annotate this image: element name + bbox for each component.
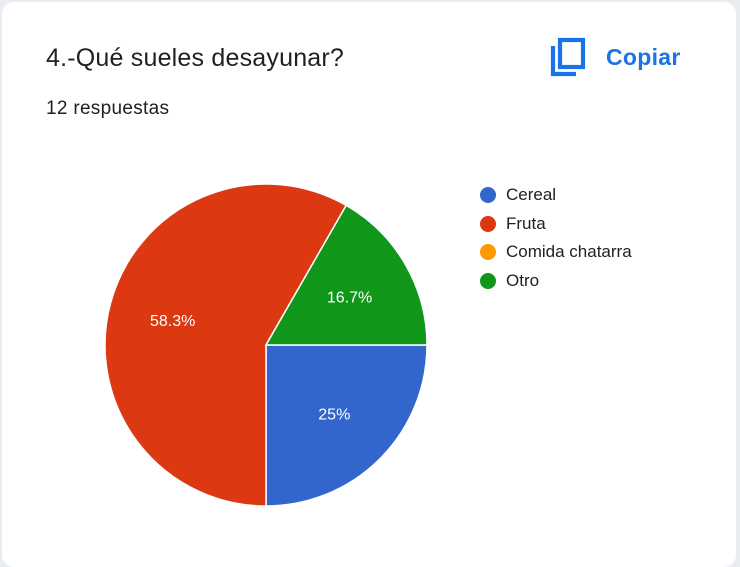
question-title: 4.-Qué sueles desayunar? bbox=[46, 44, 345, 72]
chart-legend: Cereal Fruta Comida chatarra Otro bbox=[480, 181, 632, 295]
legend-item-otro[interactable]: Otro bbox=[480, 267, 632, 296]
legend-item-cereal[interactable]: Cereal bbox=[480, 181, 632, 210]
pie-slice-fruta[interactable] bbox=[104, 183, 348, 507]
legend-label: Otro bbox=[506, 270, 540, 290]
legend-label: Fruta bbox=[506, 213, 546, 233]
copy-chart-button[interactable]: Copiar bbox=[550, 34, 681, 80]
legend-label: Cereal bbox=[506, 185, 557, 205]
legend-swatch bbox=[480, 215, 496, 232]
data-label-cereal: 25% bbox=[318, 406, 350, 423]
legend-label: Comida chatarra bbox=[506, 242, 632, 262]
legend-item-comida-chatarra[interactable]: Comida chatarra bbox=[480, 238, 632, 267]
copy-label: Copiar bbox=[606, 43, 681, 70]
response-count: 12 respuestas bbox=[46, 98, 170, 119]
pie-slice-cereal[interactable] bbox=[265, 344, 428, 507]
copy-icon bbox=[550, 37, 586, 77]
data-label-otro: 16.7% bbox=[327, 290, 372, 307]
data-label-fruta: 58.3% bbox=[150, 313, 195, 330]
legend-item-fruta[interactable]: Fruta bbox=[480, 210, 632, 239]
legend-swatch bbox=[480, 272, 496, 289]
legend-swatch bbox=[480, 244, 496, 261]
legend-swatch bbox=[480, 187, 496, 204]
pie-slice-otro[interactable] bbox=[264, 204, 428, 346]
